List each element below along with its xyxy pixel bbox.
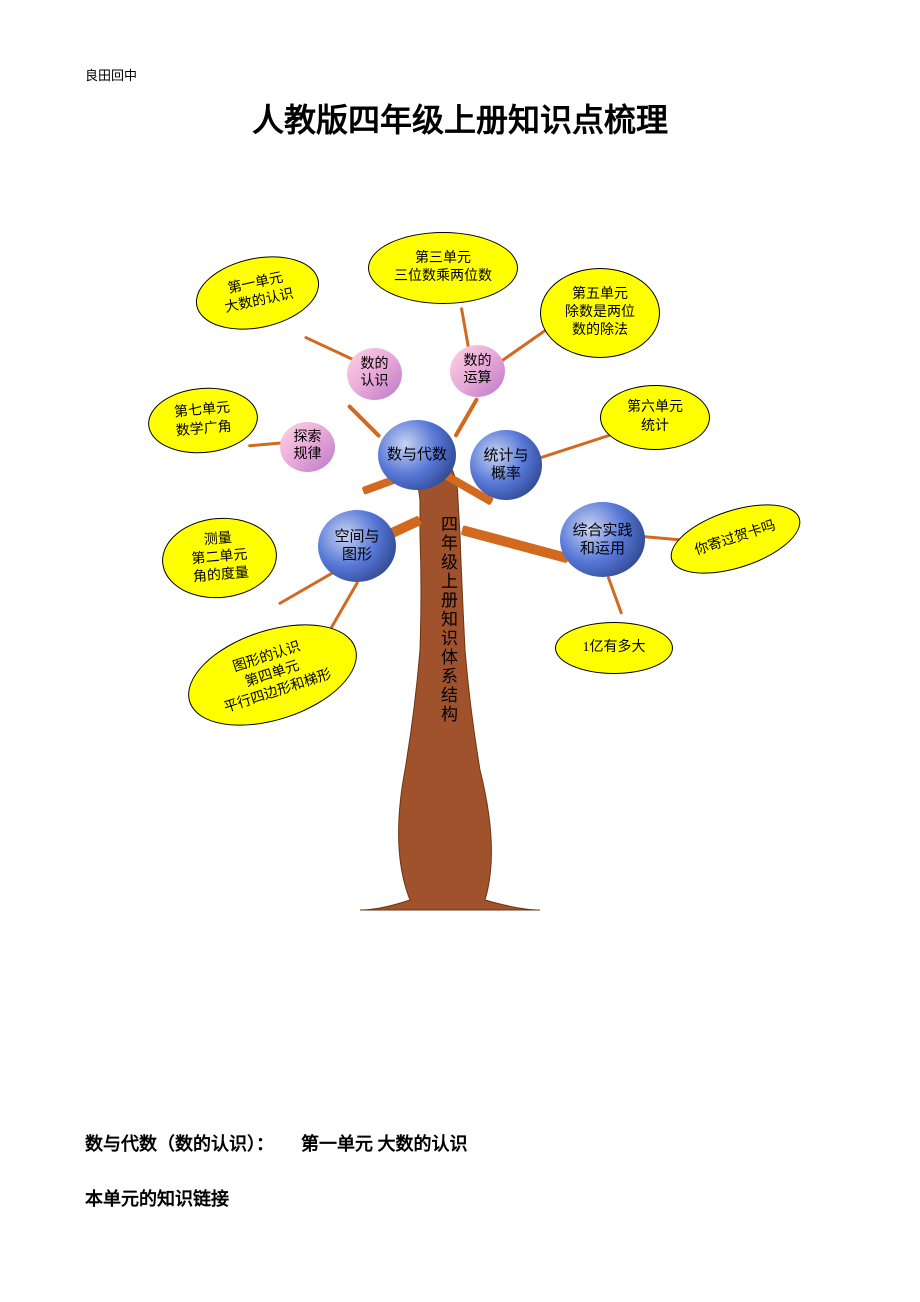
space-shape: 空间与图形 bbox=[318, 510, 396, 582]
unit3: 第三单元三位数乘两位数 bbox=[368, 232, 518, 304]
stats-prob: 统计与概率 bbox=[470, 430, 542, 500]
unit5: 第五单元除数是两位数的除法 bbox=[540, 268, 660, 358]
number-ops: 数的运算 bbox=[450, 345, 505, 397]
numbers-algebra: 数与代数 bbox=[378, 420, 456, 490]
unit6: 第六单元统计 bbox=[600, 385, 710, 450]
bottom-line-1: 数与代数（数的认识）： 第一单元 大数的认识 bbox=[85, 1130, 468, 1156]
explore-rules: 探索规律 bbox=[280, 422, 335, 472]
hundred-million: 1亿有多大 bbox=[555, 622, 673, 674]
bottom-line-2: 本单元的知识链接 bbox=[85, 1185, 229, 1211]
practice-apply: 综合实践和运用 bbox=[560, 502, 645, 577]
header-mark: 良田回中 bbox=[85, 65, 137, 84]
trunk-label: 四年级上册知识体系结构 bbox=[435, 515, 460, 724]
tree-diagram: 四年级上册知识体系结构 数与代数统计与概率空间与图形 综合实践和运用 数的认识数的… bbox=[100, 210, 820, 920]
number-recog: 数的认识 bbox=[347, 348, 402, 400]
page-title: 人教版四年级上册知识点梳理 bbox=[0, 95, 920, 141]
